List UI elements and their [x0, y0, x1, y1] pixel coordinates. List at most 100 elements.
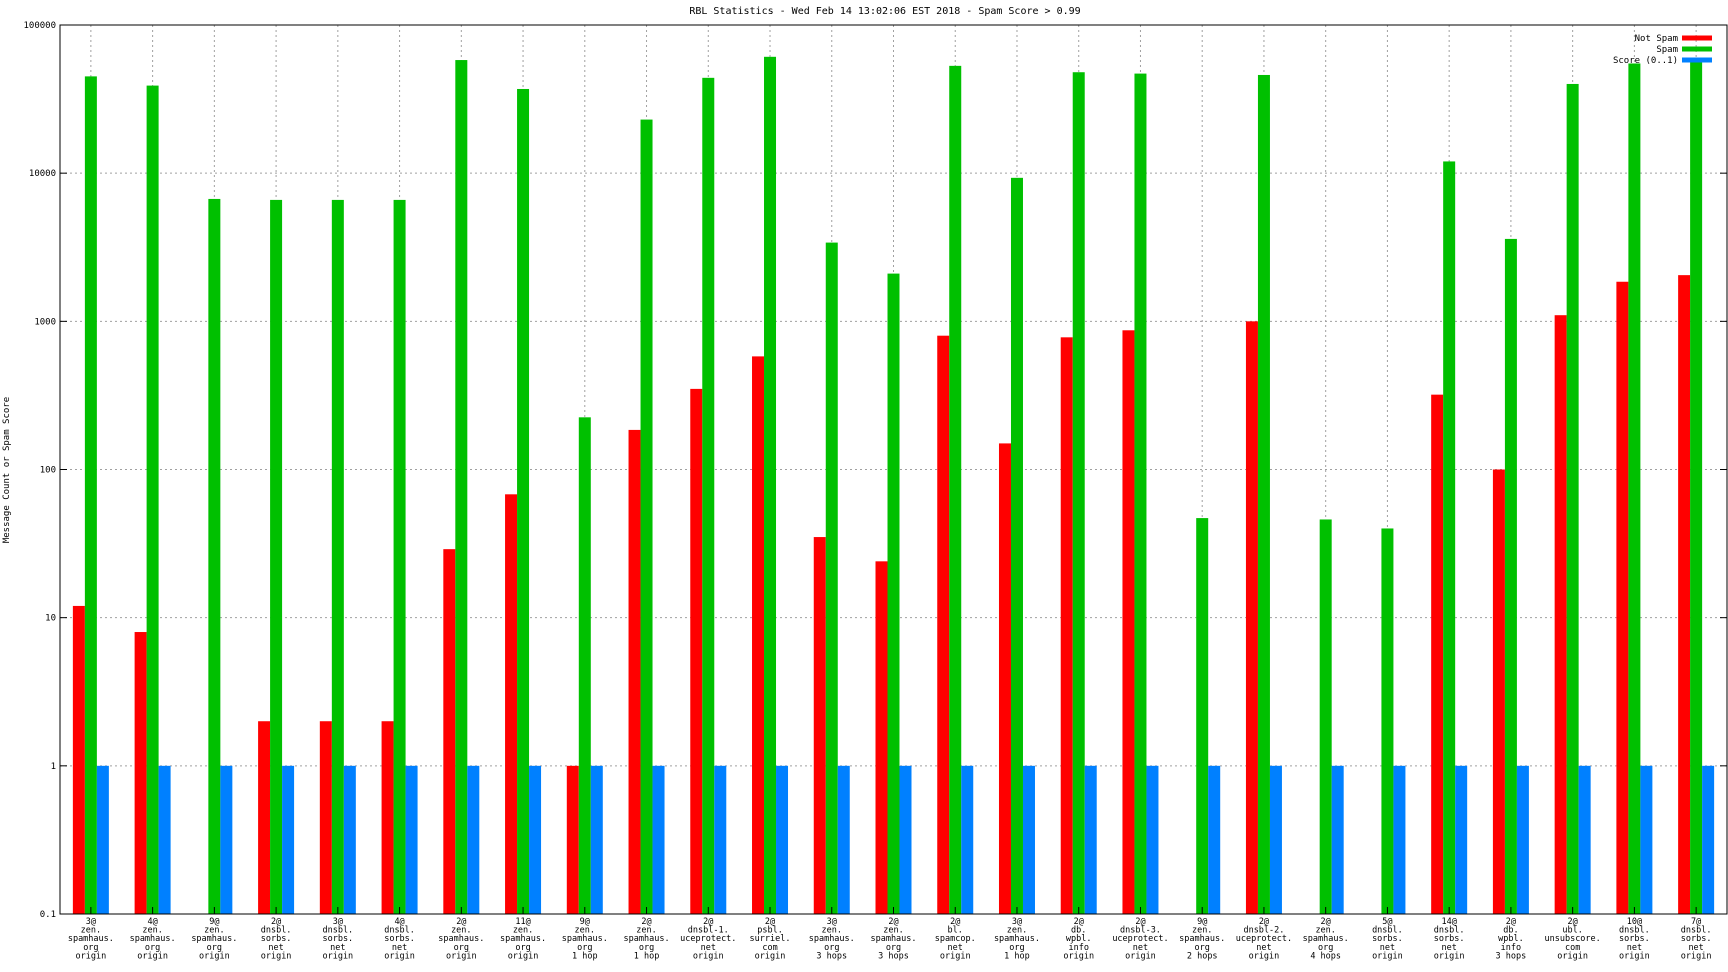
x-tick-label: 2@ zen. spamhaus. org 4 hops — [1303, 917, 1349, 961]
bar-spam — [146, 85, 159, 915]
bar-spam — [1443, 161, 1456, 915]
bar-spam — [640, 119, 653, 914]
x-tick-label: 3@ zen. spamhaus. org 3 hops — [809, 917, 855, 961]
bar-score-0-1 — [1022, 765, 1035, 914]
bar-score-0-1 — [1269, 765, 1282, 914]
bar-spam — [393, 199, 406, 914]
x-tick-label: 2@ dnsbl-1. uceprotect. net origin — [680, 917, 736, 961]
x-tick-label: 9@ zen. spamhaus. org 2 hops — [1179, 917, 1225, 961]
bars-layer — [72, 56, 1715, 915]
bar-spam — [887, 273, 900, 914]
x-tick-label: 2@ zen. spamhaus. org 3 hops — [870, 917, 916, 961]
bar-score-0-1 — [1516, 765, 1529, 914]
bar-spam — [84, 76, 97, 915]
bar-score-0-1 — [220, 765, 233, 914]
y-tick-label: 10000 — [29, 169, 56, 179]
legend-swatch — [1682, 57, 1712, 63]
bar-score-0-1 — [776, 765, 789, 914]
x-tick-label: 3@ zen. spamhaus. org 1 hop — [994, 917, 1040, 961]
x-tick-label: 5@ dnsbl. sorbs. net origin — [1372, 917, 1403, 961]
bar-not-spam — [690, 388, 703, 915]
x-tick-label: 2@ dnsbl. sorbs. net origin — [261, 917, 292, 961]
bar-spam — [825, 242, 838, 914]
bar-not-spam — [381, 721, 394, 914]
y-tick-label: 100000 — [23, 21, 56, 31]
bar-score-0-1 — [652, 765, 665, 914]
bar-not-spam — [1245, 321, 1258, 914]
x-tick-label: 2@ ubl. unsubscore. com origin — [1544, 917, 1600, 961]
bar-score-0-1 — [1393, 765, 1406, 914]
bar-score-0-1 — [961, 765, 974, 914]
x-tick-label: 9@ zen. spamhaus. org origin — [191, 917, 237, 961]
bar-score-0-1 — [1208, 765, 1221, 914]
bar-score-0-1 — [590, 765, 603, 914]
bar-score-0-1 — [1578, 765, 1591, 914]
x-tick-label: 4@ zen. spamhaus. org origin — [130, 917, 176, 961]
legend-swatch — [1682, 35, 1712, 41]
bar-spam — [270, 199, 283, 914]
bar-spam — [1504, 238, 1517, 915]
bar-spam — [455, 60, 468, 915]
bar-not-spam — [752, 356, 765, 915]
bar-not-spam — [566, 765, 579, 914]
bar-not-spam — [1678, 275, 1691, 914]
y-tick-label: 10 — [45, 614, 56, 624]
bar-spam — [1072, 72, 1085, 914]
bar-not-spam — [1492, 469, 1505, 914]
bar-score-0-1 — [529, 765, 542, 914]
bar-spam — [208, 198, 221, 914]
x-tick-label: 2@ dnsbl-2. uceprotect. net origin — [1236, 917, 1292, 961]
bar-spam — [702, 77, 715, 914]
bar-not-spam — [134, 632, 147, 914]
bar-not-spam — [628, 429, 641, 914]
bar-not-spam — [443, 549, 456, 914]
x-tick-label: 9@ zen. spamhaus. org 1 hop — [562, 917, 608, 961]
bar-score-0-1 — [837, 765, 850, 914]
y-tick-label: 0.1 — [40, 910, 56, 920]
bar-spam — [1628, 63, 1641, 914]
bar-score-0-1 — [1455, 765, 1468, 914]
bar-not-spam — [319, 721, 332, 914]
bar-spam — [1196, 518, 1209, 914]
bar-score-0-1 — [714, 765, 727, 914]
bar-spam — [578, 417, 591, 914]
legend-label: Spam — [1656, 45, 1678, 55]
bar-score-0-1 — [1640, 765, 1653, 914]
y-tick-label: 100 — [40, 466, 56, 476]
bar-score-0-1 — [1084, 765, 1097, 914]
bar-spam — [1566, 83, 1579, 915]
bar-not-spam — [72, 605, 85, 914]
x-tick-label: 2@ psbl. surriel. com origin — [750, 917, 791, 961]
bar-spam — [1319, 519, 1332, 914]
bar-score-0-1 — [1331, 765, 1344, 914]
bar-not-spam — [1616, 281, 1629, 914]
legend-label: Not Spam — [1635, 34, 1678, 44]
bar-not-spam — [875, 561, 888, 914]
bar-not-spam — [937, 335, 950, 915]
x-tick-label: 4@ dnsbl. sorbs. net origin — [384, 917, 415, 961]
legend-label: Score (0..1) — [1613, 56, 1678, 66]
bar-not-spam — [1060, 337, 1073, 915]
bar-score-0-1 — [343, 765, 356, 914]
bar-spam — [949, 65, 962, 914]
y-tick-label: 1 — [51, 762, 56, 772]
chart-title: RBL Statistics - Wed Feb 14 13:02:06 EST… — [689, 6, 1080, 17]
bar-not-spam — [1431, 394, 1444, 914]
x-tick-label: 14@ dnsbl. sorbs. net origin — [1434, 917, 1465, 961]
x-tick-label: 2@ bl. spamcop. net origin — [935, 917, 976, 961]
bar-spam — [1134, 73, 1147, 914]
y-ticks: 0.1 1 10 100 1000 10000 100000 — [23, 21, 1727, 920]
bar-spam — [1257, 74, 1270, 915]
x-tick-label: 2@ dnsbl-3. uceprotect. net origin — [1112, 917, 1168, 961]
legend-swatch — [1682, 46, 1712, 52]
bar-score-0-1 — [405, 765, 418, 914]
x-tick-label: 2@ zen. spamhaus. org origin — [438, 917, 484, 961]
y-axis-label: Message Count or Spam Score — [2, 397, 12, 543]
x-tick-labels: 3@ zen. spamhaus. org origin 4@ zen. spamhaus. o… — [68, 917, 1712, 961]
bar-spam — [517, 88, 530, 915]
bar-spam — [331, 199, 344, 914]
bar-spam — [1690, 60, 1703, 915]
x-tick-label: 2@ db. wpbl. info 3 hops — [1496, 917, 1527, 961]
